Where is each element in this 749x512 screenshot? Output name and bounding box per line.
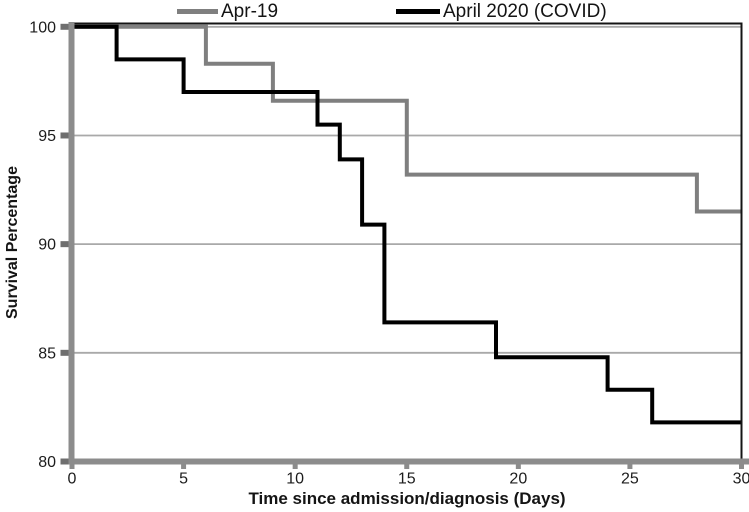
x-tick-mark bbox=[404, 464, 410, 469]
x-tick-label: 15 bbox=[398, 471, 416, 488]
y-tick-label: 95 bbox=[38, 128, 56, 145]
y-tick-mark bbox=[60, 241, 69, 248]
y-axis-title: Survival Percentage bbox=[4, 166, 21, 319]
x-tick-label: 30 bbox=[733, 471, 749, 488]
legend-line-swatch-black bbox=[396, 9, 440, 14]
y-tick-mark bbox=[60, 23, 69, 30]
x-tick-label: 0 bbox=[68, 471, 77, 488]
y-tick-label: 90 bbox=[38, 237, 56, 254]
x-tick-mark bbox=[69, 464, 75, 469]
x-tick-mark bbox=[181, 464, 187, 469]
y-tick-label: 85 bbox=[38, 345, 56, 362]
x-tick-label: 5 bbox=[179, 471, 188, 488]
y-tick-mark bbox=[60, 458, 69, 465]
legend-item-apr-19: Apr-19 bbox=[177, 0, 278, 23]
x-tick-mark bbox=[292, 464, 298, 469]
legend-item-april-2020-covid: April 2020 (COVID) bbox=[396, 0, 607, 23]
legend-label-apr-19: Apr-19 bbox=[221, 1, 279, 22]
y-axis-line bbox=[68, 23, 75, 465]
series-line-apr-19 bbox=[72, 24, 742, 214]
legend-line-swatch-gray bbox=[177, 9, 218, 14]
y-tick-mark bbox=[60, 349, 69, 356]
series-line-april-2020-covid bbox=[72, 24, 742, 425]
x-tick-mark bbox=[515, 464, 521, 469]
x-tick-label: 10 bbox=[286, 471, 304, 488]
x-axis-title: Time since admission/diagnosis (Days) bbox=[248, 489, 566, 508]
x-tick-mark bbox=[627, 464, 633, 469]
y-tick-label: 80 bbox=[38, 454, 56, 471]
x-tick-label: 25 bbox=[621, 471, 639, 488]
x-tick-mark bbox=[739, 464, 744, 469]
y-tick-mark bbox=[60, 132, 69, 139]
x-tick-label: 20 bbox=[509, 471, 527, 488]
y-tick-label: 100 bbox=[29, 19, 56, 36]
x-axis-line bbox=[65, 458, 749, 465]
legend-label-april-2020-covid: April 2020 (COVID) bbox=[443, 1, 607, 22]
